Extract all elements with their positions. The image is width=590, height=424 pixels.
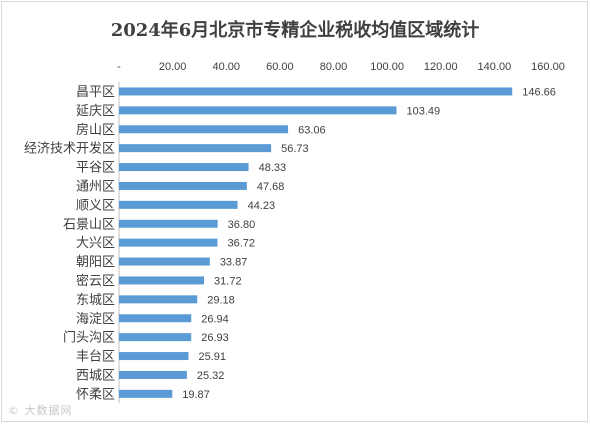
- category-label: 经济技术开发区: [24, 141, 115, 157]
- category-label: 通州区: [76, 179, 115, 194]
- data-label: 47.68: [257, 181, 285, 193]
- category-label: 顺义区: [76, 198, 115, 213]
- data-label: 63.06: [298, 124, 326, 136]
- category-label: 密云区: [76, 273, 115, 289]
- bar: [119, 106, 397, 115]
- data-label: 44.23: [248, 200, 276, 212]
- x-tick-label: 60.00: [266, 61, 294, 73]
- bar: [119, 125, 289, 134]
- data-label: 25.32: [197, 370, 225, 382]
- category-label: 西城区: [76, 368, 115, 383]
- bar: [119, 257, 210, 266]
- data-label: 31.72: [214, 275, 242, 287]
- bar: [119, 314, 192, 323]
- x-tick-label: -: [117, 61, 121, 73]
- bar: [119, 163, 249, 172]
- category-label: 朝阳区: [76, 255, 115, 270]
- x-tick-label: 160.00: [531, 61, 565, 73]
- data-label: 26.94: [201, 313, 229, 325]
- data-label: 29.18: [207, 294, 235, 306]
- bars: [119, 87, 513, 398]
- category-label: 东城区: [76, 293, 115, 308]
- bar: [119, 370, 187, 379]
- category-label: 平谷区: [76, 161, 115, 176]
- x-axis-ticks: - 20.00 40.00 60.00 80.00 100.00 120.00 140.00 1…: [117, 61, 565, 73]
- bar: [119, 238, 218, 247]
- bar: [119, 352, 189, 361]
- watermark: © 大数据网: [8, 404, 73, 417]
- x-tick-label: 20.00: [159, 61, 187, 73]
- bar: [119, 144, 272, 153]
- data-label: 48.33: [259, 162, 287, 174]
- category-label: 怀柔区: [76, 387, 115, 402]
- x-tick-label: 140.00: [478, 61, 512, 73]
- category-label: 门头沟区: [63, 331, 115, 346]
- chart-title: 2024年6月北京市专精企业税收均值区域统计: [110, 20, 480, 41]
- category-label: 房山区: [76, 122, 115, 138]
- data-label: 36.72: [227, 238, 255, 250]
- data-labels: 146.66 103.49 63.06 56.73 48.33 47.68 44.23 36.…: [182, 86, 556, 400]
- data-label: 33.87: [220, 257, 248, 269]
- bar: [119, 181, 247, 190]
- data-label: 56.73: [281, 143, 309, 155]
- bar: [119, 295, 198, 304]
- bar: [119, 389, 173, 398]
- category-label: 昌平区: [76, 85, 115, 100]
- data-label: 26.93: [201, 332, 229, 344]
- data-label: 103.49: [406, 105, 440, 117]
- bar: [119, 87, 513, 96]
- data-label: 19.87: [182, 389, 210, 401]
- category-label: 延庆区: [76, 104, 115, 119]
- bar: [119, 200, 238, 209]
- category-label: 石景山区: [63, 217, 115, 232]
- data-label: 146.66: [522, 86, 556, 98]
- data-label: 36.80: [228, 219, 256, 231]
- category-label: 海淀区: [76, 312, 115, 327]
- bar: [119, 276, 205, 285]
- category-labels: 昌平区延庆区房山区经济技术开发区平谷区通州区顺义区石景山区大兴区朝阳区密云区东城…: [24, 85, 115, 402]
- category-label: 丰台区: [76, 350, 115, 365]
- bar: [119, 333, 192, 342]
- x-tick-label: 40.00: [212, 61, 240, 73]
- bar: [119, 219, 218, 228]
- category-label: 大兴区: [76, 236, 115, 251]
- x-tick-label: 100.00: [370, 61, 404, 73]
- data-label: 25.91: [198, 351, 226, 363]
- x-tick-label: 80.00: [320, 61, 348, 73]
- x-tick-label: 120.00: [424, 61, 458, 73]
